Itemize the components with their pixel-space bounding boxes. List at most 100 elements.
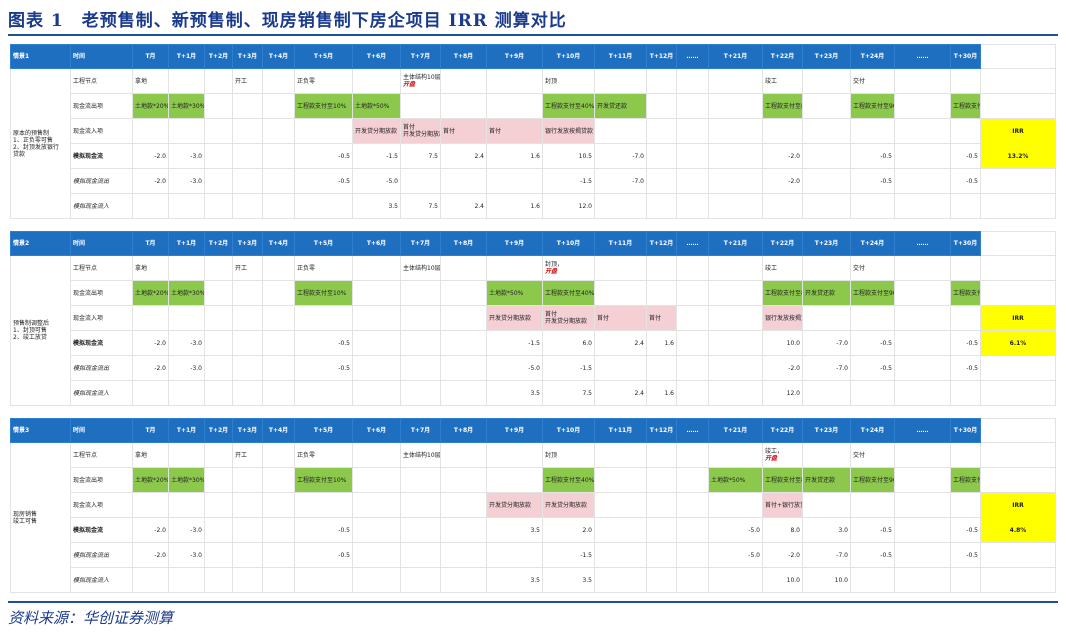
scenario-description: 原本的预售制 1、正负零可售 2、封顶发放银行 贷款	[10, 68, 71, 219]
data-cell	[262, 517, 295, 543]
column-header: T+23月	[802, 418, 851, 443]
cell-text: 开工	[235, 451, 248, 459]
row-label: 模拟现金流入	[70, 567, 133, 593]
data-cell	[708, 143, 763, 169]
data-cell	[894, 168, 951, 194]
data-cell	[594, 467, 647, 493]
data-cell: -7.0	[594, 143, 647, 169]
data-cell: -7.0	[802, 330, 851, 356]
column-header: T+2月	[204, 418, 233, 443]
data-cell	[262, 118, 295, 144]
cell-text: 土地款*20%	[135, 289, 169, 297]
data-cell: 开发贷还款	[594, 93, 647, 119]
data-cell	[676, 467, 709, 493]
data-cell	[400, 542, 441, 568]
irr-spacer	[980, 255, 1056, 281]
data-cell	[440, 168, 487, 194]
cell-text: 工程款支付至100%	[953, 102, 981, 110]
data-cell	[262, 168, 295, 194]
data-cell	[204, 305, 233, 331]
row-label: 现金流出项	[70, 467, 133, 493]
data-cell	[400, 168, 441, 194]
data-cell: 10.0	[762, 567, 803, 593]
table-row: 模拟现金流 -2.0 -3.0 -0.5 3.5 2.0 -5.0 8.0 3.0 -0.5 -0.…	[11, 517, 1056, 543]
data-cell	[168, 442, 205, 468]
table-row: 模拟现金流入 3.5 7.5 2.4 1.6 12.0	[11, 380, 1056, 406]
data-cell	[802, 168, 851, 194]
data-cell	[440, 517, 487, 543]
row-label: 模拟现金流入	[70, 193, 133, 219]
column-header: ……	[676, 231, 709, 256]
cell-text: 3.5	[388, 202, 398, 210]
cell-text: 封顶	[545, 77, 558, 85]
column-header: T+21月	[708, 44, 763, 69]
description-line: 竣工可售	[13, 517, 38, 525]
data-cell: -0.5	[294, 330, 353, 356]
data-cell: -3.0	[168, 168, 205, 194]
data-cell: -0.5	[850, 143, 895, 169]
data-cell: 工程款支付至40%	[542, 280, 595, 306]
scenario-1-table: 情景1 时间 T月 T+1月 T+2月 T+3月 T+4月 T+5月 T+6月 T+7月 T+8月 T…	[10, 44, 1056, 219]
cell-text: -2.0	[154, 152, 166, 160]
description-line: 2、封顶发放银行	[13, 143, 59, 151]
data-cell	[708, 492, 763, 518]
irr-spacer	[980, 355, 1056, 381]
cell-text: 交付	[853, 451, 866, 459]
data-cell: 开发贷还款	[802, 280, 851, 306]
data-cell	[594, 355, 647, 381]
column-header: T+7月	[400, 418, 441, 443]
cell-text: -7.0	[836, 339, 848, 347]
data-cell	[352, 68, 401, 94]
data-cell	[294, 492, 353, 518]
data-cell: 7.5	[542, 380, 595, 406]
table-row: 模拟现金流出 -2.0 -3.0 -0.5 -5.0 -1.5 -7.0 -2.0 -0.5 -0…	[11, 168, 1056, 194]
cell-text: 主体结构10层	[403, 451, 441, 459]
data-cell: -2.0	[762, 355, 803, 381]
cell-text: -0.5	[338, 526, 350, 534]
data-cell	[352, 305, 401, 331]
data-cell	[950, 305, 981, 331]
data-cell	[894, 467, 951, 493]
cell-text: -0.5	[880, 526, 892, 534]
data-cell	[594, 68, 647, 94]
table-row: 模拟现金流入 3.5 3.5 10.0 10.0	[11, 567, 1056, 593]
data-cell	[646, 168, 677, 194]
row-label: 模拟现金流	[70, 330, 133, 356]
data-cell	[400, 567, 441, 593]
cell-text-line: 开发贷分期放款	[545, 318, 588, 325]
cell-text-line: 开盘	[545, 268, 558, 275]
data-cell	[802, 492, 851, 518]
cell-text: -0.5	[966, 526, 978, 534]
data-cell	[440, 542, 487, 568]
data-cell: 工程款支付至80%	[762, 280, 803, 306]
column-header: T+11月	[594, 231, 647, 256]
cell-text: 工程款支付至90%	[853, 102, 894, 110]
data-cell: -0.5	[950, 542, 981, 568]
data-cell: 首付开发贷分期放款	[542, 305, 595, 331]
data-cell: 开工	[232, 442, 263, 468]
data-cell: 正负零	[294, 442, 353, 468]
data-cell: 土地款*50%	[486, 280, 543, 306]
data-cell	[262, 255, 295, 281]
data-cell: 12.0	[762, 380, 803, 406]
column-header: T+10月	[542, 44, 595, 69]
data-cell	[232, 542, 263, 568]
data-cell	[262, 93, 295, 119]
cell-text: 首付	[489, 127, 502, 135]
column-header: T+5月	[294, 231, 353, 256]
data-cell	[894, 330, 951, 356]
data-cell: -3.0	[168, 517, 205, 543]
header-row: 情景3 时间 T月 T+1月 T+2月 T+3月 T+4月 T+5月 T+6月 T+7月 T+8月 T…	[10, 418, 1056, 443]
cell-text: 1.6	[664, 389, 674, 397]
data-cell	[232, 567, 263, 593]
data-cell	[440, 467, 487, 493]
cell-text: 首付	[443, 127, 456, 135]
data-cell: -0.5	[950, 168, 981, 194]
cell-text: -0.5	[966, 339, 978, 347]
description-line: 现房销售	[13, 510, 38, 518]
data-cell: -7.0	[802, 355, 851, 381]
data-cell	[676, 193, 709, 219]
data-cell: 工程款支付至10%	[294, 93, 353, 119]
cell-text: -0.5	[966, 177, 978, 185]
data-cell	[440, 255, 487, 281]
